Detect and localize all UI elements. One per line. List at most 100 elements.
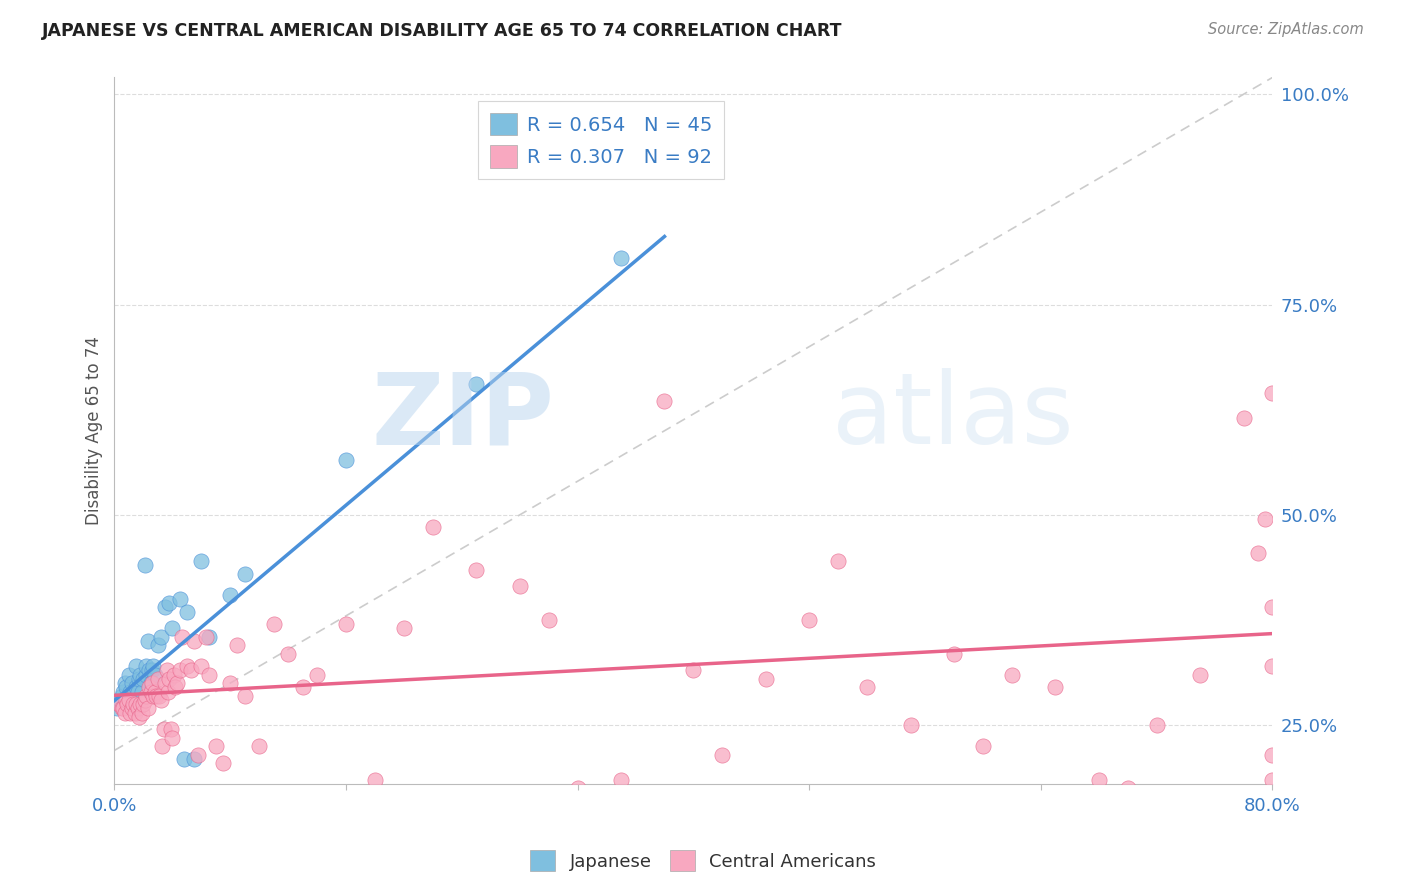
Point <box>219 588 242 602</box>
Point <box>233 566 256 581</box>
Point <box>247 739 270 754</box>
Point <box>132 697 155 711</box>
Point <box>277 647 299 661</box>
Point <box>509 579 531 593</box>
Point <box>128 710 150 724</box>
Point <box>160 723 183 737</box>
Point <box>1261 600 1284 615</box>
Point <box>114 706 136 720</box>
Point <box>112 701 135 715</box>
Point <box>125 659 148 673</box>
Point <box>142 659 165 673</box>
Point <box>392 622 415 636</box>
Point <box>943 647 966 661</box>
Point <box>711 747 734 762</box>
Point <box>233 689 256 703</box>
Point <box>117 693 139 707</box>
Point <box>132 672 155 686</box>
Point <box>1045 681 1067 695</box>
Point <box>157 596 180 610</box>
Legend: R = 0.654   N = 45, R = 0.307   N = 92: R = 0.654 N = 45, R = 0.307 N = 92 <box>478 102 724 179</box>
Point <box>115 681 138 695</box>
Point <box>143 667 166 681</box>
Point <box>125 681 148 695</box>
Point <box>149 630 172 644</box>
Point <box>107 697 129 711</box>
Point <box>146 672 169 686</box>
Y-axis label: Disability Age 65 to 74: Disability Age 65 to 74 <box>86 336 103 525</box>
Point <box>972 739 994 754</box>
Point <box>131 706 153 720</box>
Text: JAPANESE VS CENTRAL AMERICAN DISABILITY AGE 65 TO 74 CORRELATION CHART: JAPANESE VS CENTRAL AMERICAN DISABILITY … <box>42 22 842 40</box>
Point <box>537 613 560 627</box>
Point <box>141 664 163 678</box>
Point <box>152 723 174 737</box>
Point <box>153 676 176 690</box>
Point <box>165 681 187 695</box>
Point <box>176 659 198 673</box>
Point <box>135 659 157 673</box>
Point <box>162 731 184 745</box>
Point <box>118 693 141 707</box>
Point <box>153 600 176 615</box>
Point <box>129 697 152 711</box>
Point <box>115 693 138 707</box>
Point <box>124 701 146 715</box>
Point <box>465 377 488 392</box>
Point <box>567 781 589 796</box>
Point <box>212 756 235 770</box>
Point <box>111 701 134 715</box>
Point <box>166 676 188 690</box>
Point <box>900 718 922 732</box>
Point <box>117 697 139 711</box>
Point <box>157 672 180 686</box>
Point <box>121 676 143 690</box>
Point <box>1247 546 1270 560</box>
Point <box>422 520 444 534</box>
Point <box>139 676 162 690</box>
Point <box>108 693 131 707</box>
Point <box>610 252 633 266</box>
Point <box>122 689 145 703</box>
Point <box>125 697 148 711</box>
Point <box>146 638 169 652</box>
Point <box>134 558 156 573</box>
Point <box>263 617 285 632</box>
Point <box>118 667 141 681</box>
Point <box>148 689 170 703</box>
Point <box>162 622 184 636</box>
Text: Source: ZipAtlas.com: Source: ZipAtlas.com <box>1208 22 1364 37</box>
Point <box>194 630 217 644</box>
Point <box>111 689 134 703</box>
Point <box>131 684 153 698</box>
Point <box>335 617 357 632</box>
Point <box>149 693 172 707</box>
Point <box>335 453 357 467</box>
Point <box>136 634 159 648</box>
Point <box>226 814 249 829</box>
Point <box>1189 667 1212 681</box>
Point <box>150 739 173 754</box>
Point <box>1116 781 1139 796</box>
Point <box>169 664 191 678</box>
Point <box>114 676 136 690</box>
Point <box>183 752 205 766</box>
Point <box>120 684 142 698</box>
Point <box>173 752 195 766</box>
Point <box>856 681 879 695</box>
Point <box>1261 385 1284 400</box>
Point <box>1254 512 1277 526</box>
Point <box>134 693 156 707</box>
Point <box>187 747 209 762</box>
Point <box>176 605 198 619</box>
Text: atlas: atlas <box>832 368 1074 465</box>
Point <box>183 634 205 648</box>
Point <box>682 664 704 678</box>
Point <box>1146 718 1168 732</box>
Point <box>142 689 165 703</box>
Point <box>1261 659 1284 673</box>
Point <box>1001 667 1024 681</box>
Point <box>129 667 152 681</box>
Point <box>143 684 166 698</box>
Text: ZIP: ZIP <box>371 368 554 465</box>
